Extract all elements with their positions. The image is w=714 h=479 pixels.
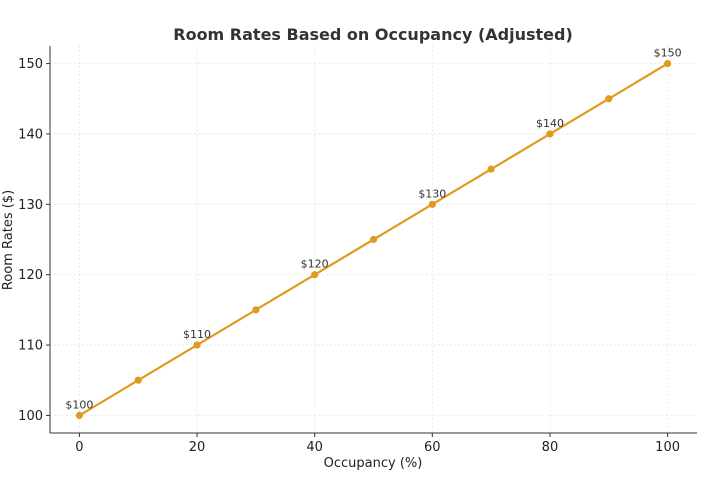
y-tick-label: 140 xyxy=(18,127,43,142)
data-point xyxy=(252,306,260,314)
axes: 100 110 120 130 140 150 0 20 40 60 80 100 xyxy=(18,46,697,455)
y-tick-label: 130 xyxy=(18,198,43,213)
y-tick-label: 150 xyxy=(18,57,43,72)
data-point xyxy=(311,271,319,279)
data-point xyxy=(605,95,613,103)
grid xyxy=(50,46,697,433)
data-point xyxy=(428,200,436,208)
y-tick-label: 110 xyxy=(18,339,43,354)
data-label: $130 xyxy=(418,187,446,200)
data-point xyxy=(134,376,142,384)
x-axis-label: Occupancy (%) xyxy=(324,456,423,471)
data-label: $120 xyxy=(301,258,329,271)
data-label: $100 xyxy=(65,398,93,411)
data-label: $140 xyxy=(536,117,564,130)
y-axis-label: Room Rates ($) xyxy=(1,190,16,290)
x-tick-label: 60 xyxy=(424,440,441,455)
x-tick-label: 80 xyxy=(542,440,559,455)
data-label: $150 xyxy=(654,47,682,60)
data-point xyxy=(663,59,672,68)
chart-title: Room Rates Based on Occupancy (Adjusted) xyxy=(173,25,573,44)
x-tick-label: 100 xyxy=(655,440,680,455)
data-point xyxy=(546,130,554,138)
y-tick-label: 120 xyxy=(18,268,43,283)
data-label: $110 xyxy=(183,328,211,341)
data-labels: $100 $110 $120 $130 $140 $150 xyxy=(65,47,681,412)
x-tick-label: 20 xyxy=(189,440,206,455)
data-point xyxy=(487,165,495,173)
data-point xyxy=(369,235,378,244)
series-layer xyxy=(75,59,672,420)
x-tick-label: 0 xyxy=(75,440,83,455)
x-tick-label: 40 xyxy=(306,440,323,455)
data-point xyxy=(193,341,201,349)
data-point xyxy=(75,411,84,420)
y-tick-label: 100 xyxy=(18,409,43,424)
